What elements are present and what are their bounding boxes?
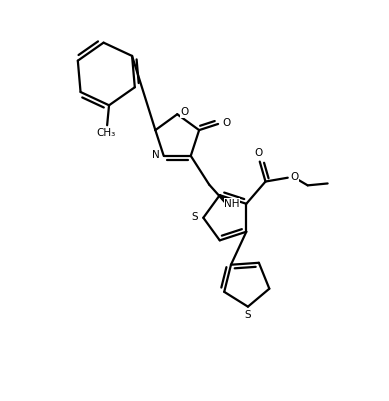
Text: N: N bbox=[152, 150, 160, 160]
Text: S: S bbox=[245, 310, 251, 320]
Text: O: O bbox=[254, 148, 262, 158]
Text: O: O bbox=[223, 118, 231, 128]
Text: NH: NH bbox=[224, 199, 240, 209]
Text: O: O bbox=[180, 107, 188, 117]
Text: CH₃: CH₃ bbox=[97, 128, 116, 138]
Text: O: O bbox=[291, 172, 299, 182]
Text: S: S bbox=[191, 212, 198, 222]
